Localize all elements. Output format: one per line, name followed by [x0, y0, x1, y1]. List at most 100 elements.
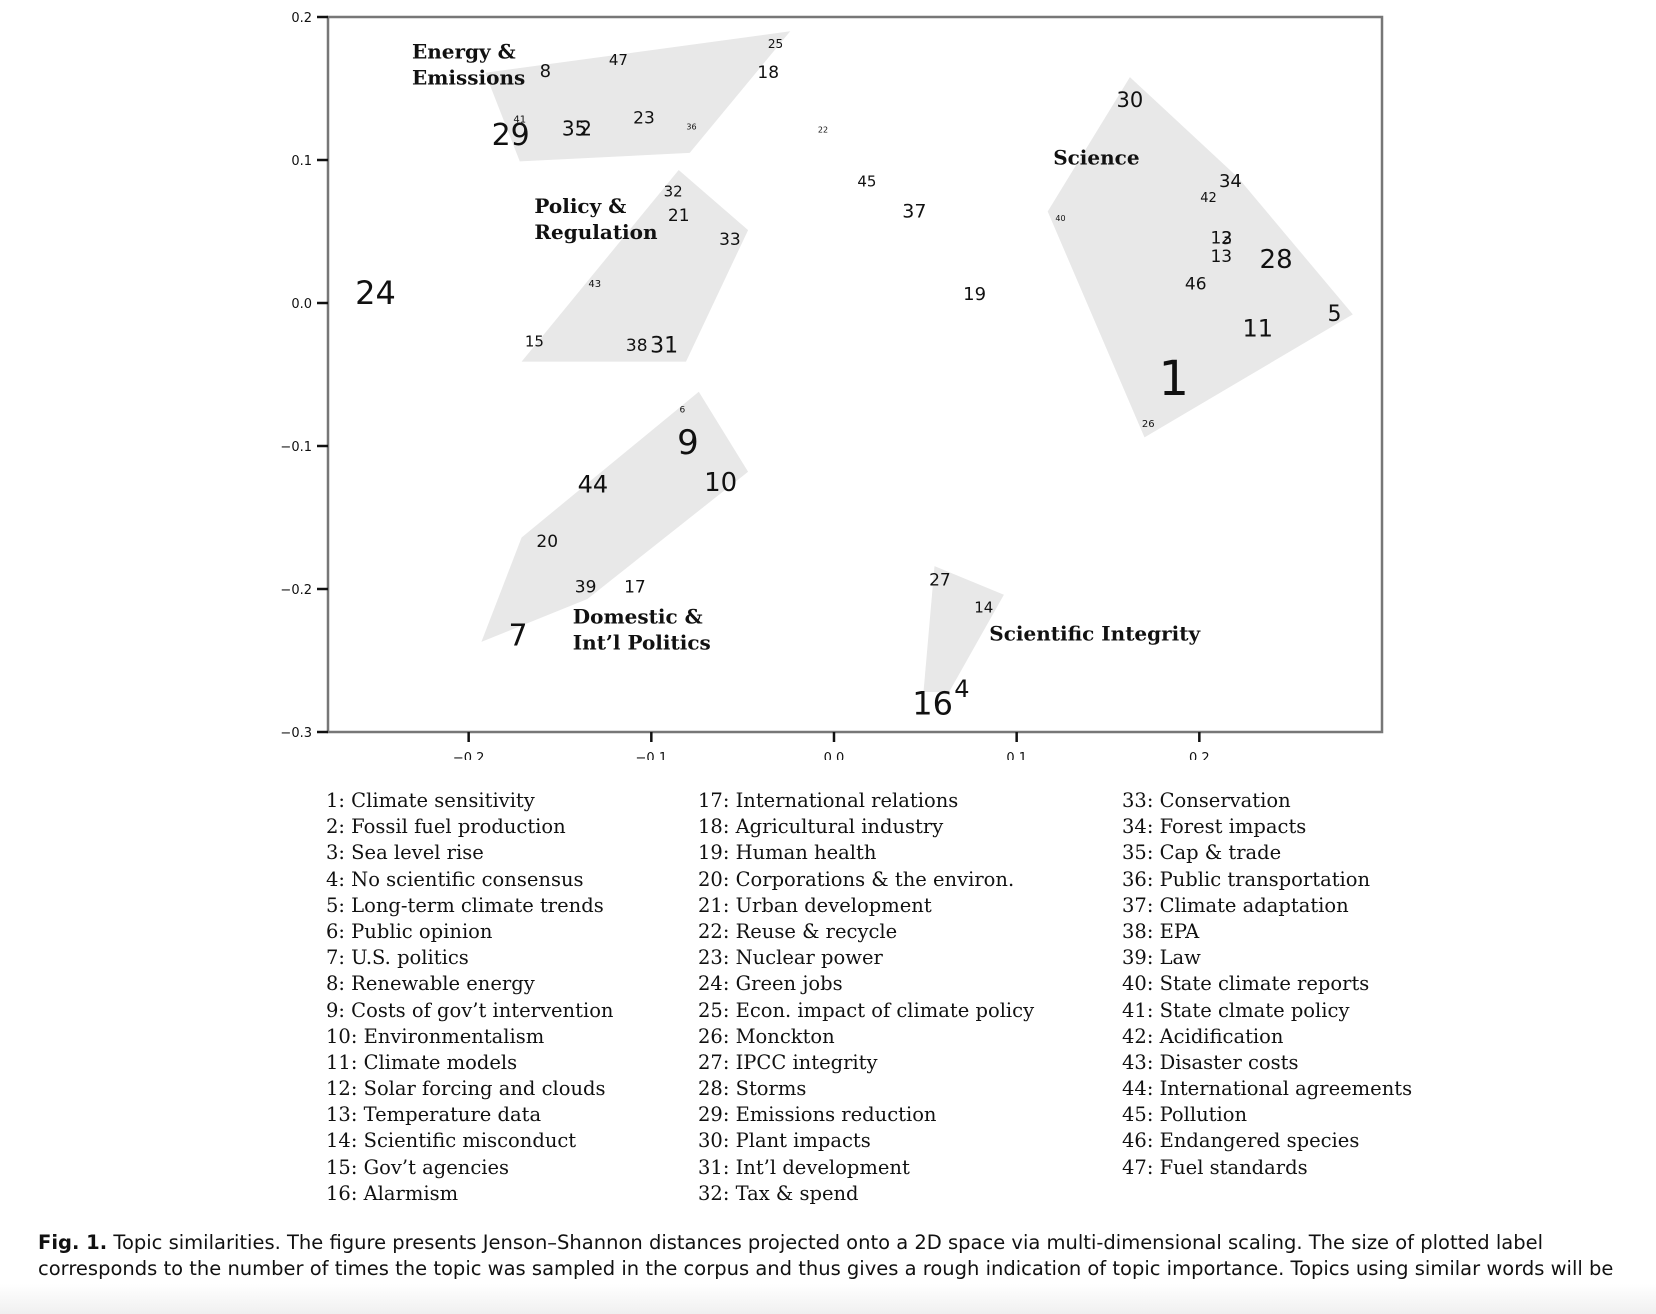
point-label-27: 27 — [929, 570, 951, 590]
x-tick-label: 0.2 — [1189, 751, 1210, 760]
point-label-35: 35 — [562, 117, 587, 141]
point-label-3: 3 — [1221, 228, 1232, 249]
cluster-label: Energy & Emissions — [412, 40, 525, 90]
point-label-47: 47 — [609, 51, 628, 69]
y-tick-label: −0.1 — [280, 440, 312, 455]
y-tick-label: 0.2 — [291, 11, 312, 26]
point-label-37: 37 — [902, 201, 926, 223]
axis-layer: −0.2 −0.1 0.0 0.1 0.2 0.2 0.1 0.0 −0.1 −0.2 −0.3 — [280, 11, 1209, 760]
point-label-42: 42 — [1200, 191, 1217, 206]
cluster-label-line: Emissions — [412, 66, 525, 90]
cluster-label: Domestic & Int’l Politics — [573, 604, 711, 654]
cluster-label-line: Scientific Integrity — [989, 622, 1201, 646]
legend-item: 7: U.S. politics — [326, 946, 469, 970]
legend-item: 18: Agricultural industry — [698, 815, 944, 839]
point-label-12: 12 — [1210, 229, 1232, 249]
point-label-8: 8 — [540, 61, 551, 82]
legend-item: 30: Plant impacts — [698, 1129, 871, 1153]
point-label-32: 32 — [664, 183, 683, 201]
legend-item: 41: State clmate policy — [1122, 998, 1350, 1022]
point-label-44: 44 — [578, 471, 609, 499]
point-label-28: 28 — [1260, 245, 1293, 275]
point-label-19: 19 — [963, 284, 986, 305]
legend-column-3: 33: Conservation 34: Forest impacts 35: Ca… — [1122, 788, 1412, 1181]
y-tick-label: 0.0 — [291, 297, 312, 312]
legend-item: 13: Temperature data — [326, 1103, 542, 1127]
legend-item: 45: Pollution — [1122, 1103, 1248, 1127]
legend-column-1: 1: Climate sensitivity 2: Fossil fuel pro… — [326, 788, 614, 1207]
point-label-26: 26 — [1142, 419, 1155, 430]
legend-item: 17: International relations — [698, 789, 959, 812]
point-label-17: 17 — [624, 578, 646, 598]
y-tick-label: −0.2 — [280, 583, 312, 598]
point-label-6: 6 — [680, 405, 686, 415]
cluster-label: Scientific Integrity — [989, 622, 1201, 646]
legend-column-2: 17: International relations 18: Agricultu… — [698, 788, 1034, 1207]
x-tick-label: −0.2 — [453, 751, 485, 760]
point-label-39: 39 — [575, 578, 597, 598]
legend-item: 44: International agreements — [1122, 1077, 1413, 1101]
legend-item: 20: Corporations & the environ. — [698, 867, 1015, 891]
legend-item: 6: Public opinion — [326, 919, 493, 943]
caption-label: Fig. 1. — [38, 1231, 108, 1254]
legend-item: 22: Reuse & recycle — [698, 919, 898, 943]
legend-item: 24: Green jobs — [698, 972, 843, 996]
point-label-41: 41 — [513, 115, 526, 126]
legend-item: 4: No scientific consensus — [326, 867, 584, 891]
cluster-label-line: Domestic & — [573, 604, 703, 628]
point-label-34: 34 — [1219, 171, 1242, 192]
point-label-33: 33 — [719, 230, 741, 250]
point-label-46: 46 — [1185, 274, 1207, 294]
y-tick-label: 0.1 — [291, 154, 312, 169]
legend-item: 29: Emissions reduction — [698, 1103, 937, 1127]
point-label-38: 38 — [626, 336, 648, 356]
legend-item: 3: Sea level rise — [326, 841, 484, 865]
hull-energy — [485, 31, 791, 162]
legend-item: 11: Climate models — [326, 1050, 518, 1074]
y-tick-label: −0.3 — [280, 726, 312, 741]
legend-item: 19: Human health — [698, 841, 877, 865]
hull-policy — [521, 170, 749, 362]
cluster-label-line: Regulation — [534, 220, 658, 244]
legend-item: 36: Public transportation — [1122, 867, 1371, 891]
x-tick-label: 0.1 — [1006, 751, 1027, 760]
legend-item: 37: Climate adaptation — [1122, 893, 1349, 917]
cluster-label-line: Policy & — [534, 194, 626, 218]
page-edge — [0, 1284, 1656, 1314]
legend-item: 46: Endangered species — [1122, 1129, 1360, 1153]
legend-item: 39: Law — [1122, 946, 1201, 970]
legend-item: 14: Scientific misconduct — [326, 1129, 577, 1153]
legend-item: 47: Fuel standards — [1122, 1155, 1308, 1179]
point-label-22: 22 — [818, 126, 828, 135]
legend-item: 12: Solar forcing and clouds — [326, 1077, 606, 1101]
legend-item: 5: Long-term climate trends — [326, 893, 604, 917]
point-label-10: 10 — [704, 468, 737, 498]
point-label-5: 5 — [1328, 302, 1342, 327]
hull-layer — [481, 31, 1353, 692]
point-label-45: 45 — [857, 173, 876, 191]
cluster-label-line: Energy & — [412, 40, 516, 64]
x-tick-label: 0.0 — [824, 751, 845, 760]
legend-item: 15: Gov’t agencies — [326, 1155, 510, 1179]
point-label-29: 29 — [492, 118, 530, 153]
point-label-25: 25 — [768, 37, 783, 51]
legend-item: 16: Alarmism — [326, 1181, 459, 1205]
hull-science — [1047, 77, 1353, 438]
cluster-label-layer: Energy & Emissions Policy & Regulation Scien… — [412, 40, 1202, 655]
legend-item: 21: Urban development — [698, 893, 932, 917]
legend-item: 23: Nuclear power — [698, 946, 883, 970]
legend-item: 42: Acidification — [1122, 1024, 1284, 1048]
point-label-11: 11 — [1243, 315, 1274, 343]
point-label-16: 16 — [912, 684, 953, 722]
legend-item: 10: Environmentalism — [326, 1024, 545, 1048]
cluster-label-line: Int’l Politics — [573, 630, 711, 654]
point-label-18: 18 — [757, 63, 779, 83]
point-label-23: 23 — [633, 109, 655, 129]
point-label-40: 40 — [1055, 214, 1065, 223]
legend-item: 8: Renewable energy — [326, 972, 535, 996]
point-label-9: 9 — [677, 423, 699, 463]
point-label-13: 13 — [1210, 247, 1232, 267]
legend-item: 9: Costs of gov’t intervention — [326, 998, 614, 1022]
point-label-7: 7 — [508, 619, 527, 654]
point-label-2: 2 — [579, 117, 592, 141]
